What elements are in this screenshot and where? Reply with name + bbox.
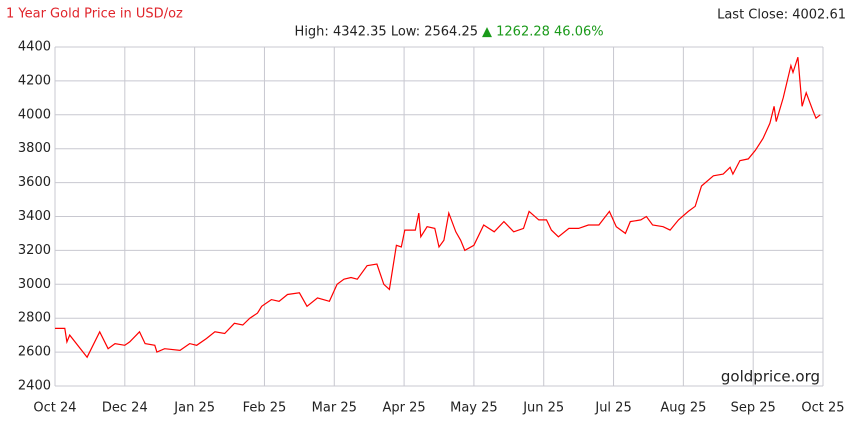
chart-title: 1 Year Gold Price in USD/oz xyxy=(6,7,183,22)
x-tick-label: Feb 25 xyxy=(243,401,287,416)
y-tick-label: 3200 xyxy=(18,243,51,258)
y-tick-label: 4200 xyxy=(18,73,51,88)
x-tick-label: Jun 25 xyxy=(522,401,564,416)
x-tick-label: Oct 25 xyxy=(801,401,844,416)
price-line xyxy=(55,57,821,359)
x-tick-label: Apr 25 xyxy=(383,401,426,416)
last-close: Last Close: 4002.61 xyxy=(717,8,846,23)
change: ▲ 1262.28 46.06% xyxy=(482,25,604,40)
x-tick-label: Sep 25 xyxy=(731,401,776,416)
x-tick-label: Mar 25 xyxy=(312,401,357,416)
y-tick-label: 2800 xyxy=(18,311,51,326)
subtitle: High: 4342.35 Low: 2564.25 xyxy=(295,25,478,40)
watermark: goldprice.org xyxy=(721,368,820,386)
y-tick-label: 3800 xyxy=(18,141,51,156)
x-tick-label: Jan 25 xyxy=(173,401,215,416)
y-tick-label: 4400 xyxy=(18,40,51,55)
x-tick-label: Oct 24 xyxy=(33,401,76,416)
x-tick-label: Jul 25 xyxy=(594,401,631,416)
y-tick-label: 2400 xyxy=(18,379,51,394)
x-tick-label: Aug 25 xyxy=(660,401,706,416)
x-tick-label: Dec 24 xyxy=(102,401,148,416)
x-tick-label: May 25 xyxy=(450,401,498,416)
y-tick-label: 2600 xyxy=(18,345,51,360)
y-tick-label: 4000 xyxy=(18,107,51,122)
y-tick-label: 3600 xyxy=(18,175,51,190)
y-tick-label: 3400 xyxy=(18,209,51,224)
y-tick-label: 3000 xyxy=(18,277,51,292)
